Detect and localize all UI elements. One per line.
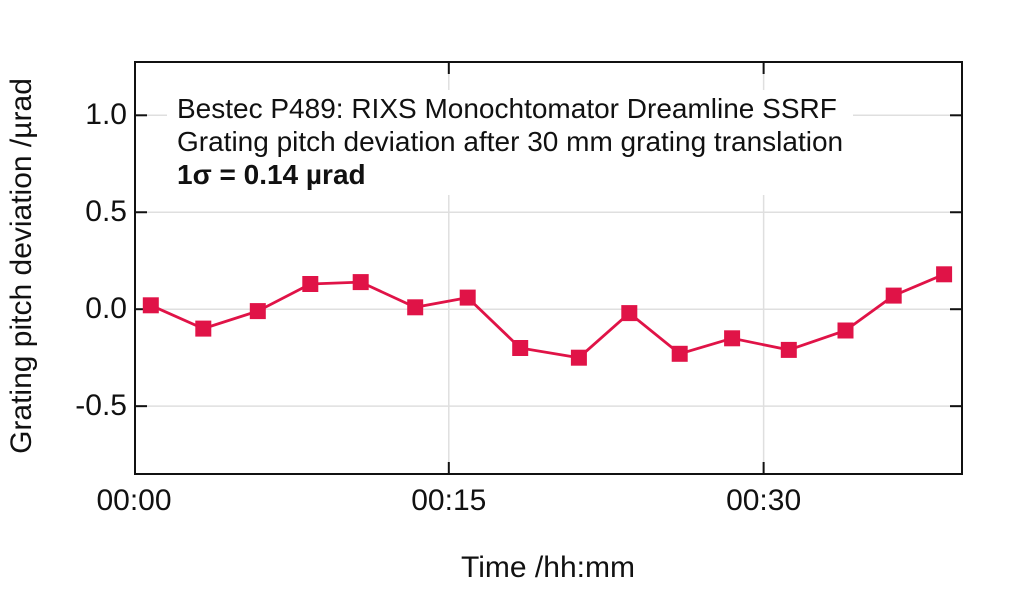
data-point-marker bbox=[671, 345, 688, 362]
annotation-sigma-value: 1σ = 0.14 µrad bbox=[177, 159, 366, 190]
x-tick-label: 00:15 bbox=[411, 484, 487, 517]
y-tick-label: 0.5 bbox=[85, 195, 127, 229]
annotation-line-1: Bestec P489: RIXS Monochtomator Dreamlin… bbox=[177, 93, 837, 124]
data-point-marker bbox=[512, 340, 529, 356]
x-tick-label: 00:00 bbox=[96, 484, 172, 517]
data-point-marker bbox=[837, 322, 854, 339]
plot-border bbox=[134, 61, 963, 475]
data-point-marker bbox=[570, 349, 587, 366]
x-tick-label: 00:30 bbox=[726, 484, 802, 517]
data-point-marker bbox=[142, 297, 159, 314]
data-point-marker bbox=[885, 287, 902, 304]
y-tick-label: 0.0 bbox=[85, 292, 127, 326]
data-point-marker bbox=[780, 341, 797, 358]
data-point-marker bbox=[936, 266, 953, 283]
y-tick-label: 1.0 bbox=[85, 98, 127, 132]
y-axis-title: Grating pitch deviation /µrad bbox=[5, 78, 38, 454]
data-point-marker bbox=[407, 299, 424, 316]
data-point-marker bbox=[302, 276, 319, 292]
annotation-box: Bestec P489: RIXS Monochtomator Dreamlin… bbox=[167, 90, 854, 195]
data-point-marker bbox=[724, 330, 741, 347]
data-point-marker bbox=[249, 303, 266, 320]
x-axis-title: Time /hh:mm bbox=[461, 551, 635, 584]
y-tick-label: -0.5 bbox=[75, 389, 127, 423]
data-point-marker bbox=[459, 289, 476, 306]
data-point-marker bbox=[195, 320, 212, 337]
data-point-marker bbox=[352, 274, 369, 291]
annotation-line-2: Grating pitch deviation after 30 mm grat… bbox=[177, 126, 844, 157]
data-point-marker bbox=[621, 305, 638, 322]
data-series-line bbox=[150, 273, 945, 360]
